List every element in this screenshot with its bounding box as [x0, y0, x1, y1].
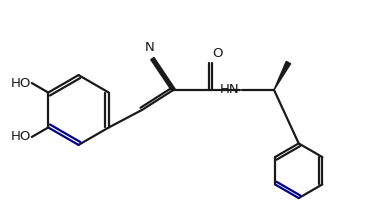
Polygon shape — [274, 61, 291, 90]
Text: HN: HN — [219, 83, 239, 96]
Text: O: O — [213, 46, 223, 60]
Text: N: N — [145, 41, 154, 54]
Text: HO: HO — [11, 130, 31, 143]
Text: HO: HO — [11, 77, 31, 90]
